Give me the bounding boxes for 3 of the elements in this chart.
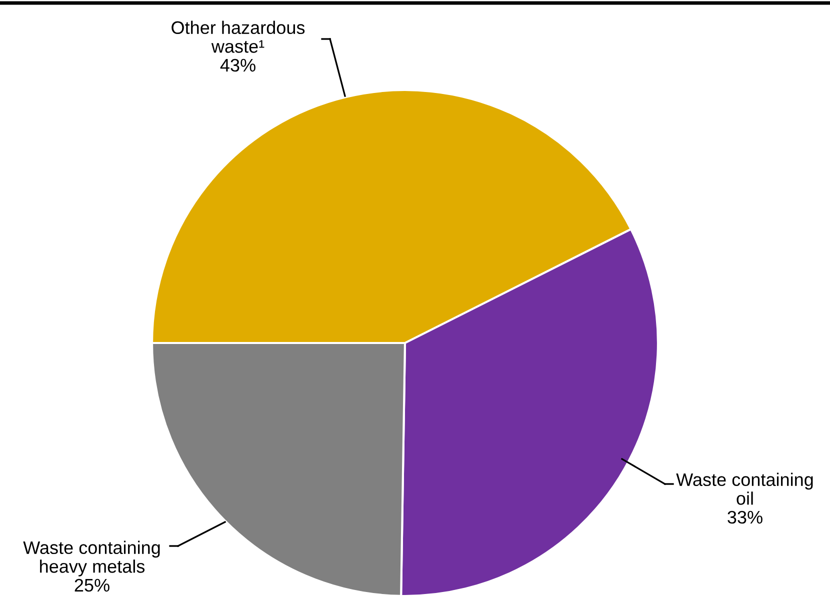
slice-label: Other hazardous waste¹ 43%: [172, 20, 305, 72]
slice-label: Waste containing heavy metals 25%: [23, 540, 160, 592]
slice-label: Waste containing oil 33%: [676, 472, 813, 524]
